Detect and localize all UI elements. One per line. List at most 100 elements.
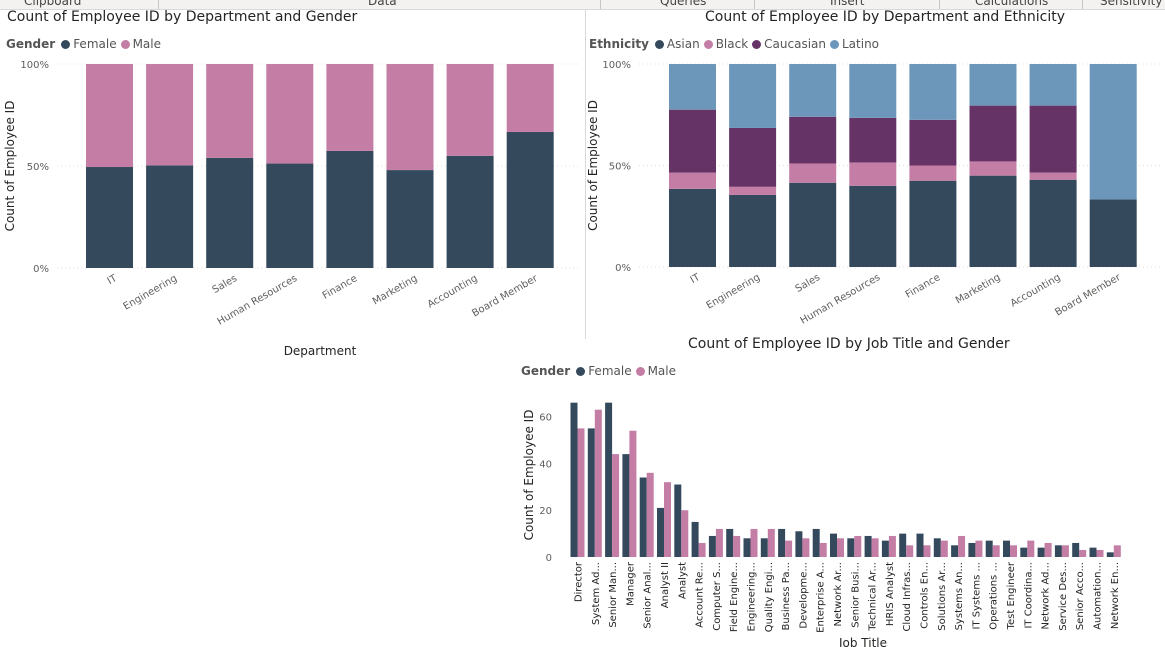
bar-female-senior-anal[interactable] <box>639 477 647 558</box>
legend-item-female[interactable]: Female <box>576 364 632 378</box>
bar-female-board-member[interactable] <box>506 131 554 268</box>
bar-male-system-ad[interactable] <box>594 409 602 557</box>
bar-female-it[interactable] <box>86 167 133 268</box>
bar-caucasian-human-resources[interactable] <box>849 117 897 163</box>
ribbon-group-calculations[interactable]: Calculations <box>975 0 1049 8</box>
bar-male-enterprise-a[interactable] <box>819 542 827 557</box>
bar-black-marketing[interactable] <box>969 161 1017 176</box>
bar-female-it-coordina[interactable] <box>1020 547 1028 557</box>
ribbon-group-insert[interactable]: Insert <box>830 0 865 8</box>
bar-female-it-systems[interactable] <box>968 542 976 557</box>
bar-black-it[interactable] <box>669 172 716 189</box>
bar-male-human-resources[interactable] <box>266 64 314 164</box>
bar-male-computer-s[interactable] <box>715 528 723 557</box>
bar-male-it-systems[interactable] <box>975 540 983 557</box>
bar-female-network-ad[interactable] <box>1037 547 1045 557</box>
bar-asian-engineering[interactable] <box>729 194 777 267</box>
chart-department-ethnicity[interactable]: Count of Employee ID by Department and E… <box>583 0 1165 340</box>
bar-male-finance[interactable] <box>326 64 374 151</box>
bar-latino-accounting[interactable] <box>1029 64 1077 106</box>
bar-female-automation[interactable] <box>1089 547 1097 557</box>
bar-male-senior-busi[interactable] <box>854 535 862 557</box>
bar-female-operations[interactable] <box>985 540 993 557</box>
bar-asian-board-member[interactable] <box>1089 199 1137 267</box>
chart-department-gender[interactable]: Count of Employee ID by Department and G… <box>0 0 585 360</box>
bar-female-network-en[interactable] <box>1106 552 1114 557</box>
bar-male-analyst-ii[interactable] <box>664 482 671 557</box>
ribbon-group-data[interactable]: Data <box>368 0 397 8</box>
bar-caucasian-engineering[interactable] <box>729 127 777 187</box>
chart-jobtitle-gender[interactable]: Count of Employee ID by Job Title and Ge… <box>515 330 1165 647</box>
bar-latino-sales[interactable] <box>789 64 837 117</box>
bar-male-controls-en[interactable] <box>923 545 931 557</box>
bar-latino-engineering[interactable] <box>729 64 777 128</box>
bar-male-analyst[interactable] <box>681 510 689 557</box>
bar-black-engineering[interactable] <box>729 186 777 195</box>
bar-female-analyst[interactable] <box>674 484 682 557</box>
bar-female-service-des[interactable] <box>1054 545 1062 557</box>
bar-female-engineering[interactable] <box>146 165 194 268</box>
bar-caucasian-it[interactable] <box>669 109 716 173</box>
bar-female-director[interactable] <box>570 402 578 557</box>
bar-male-technical-ar[interactable] <box>871 538 879 557</box>
bar-female-analyst-ii[interactable] <box>657 507 664 557</box>
bar-male-quality-engi[interactable] <box>767 528 775 557</box>
bar-male-account-re[interactable] <box>698 542 706 557</box>
bar-male-it[interactable] <box>86 64 133 168</box>
bar-male-field-engine[interactable] <box>733 535 741 557</box>
bar-female-hris-analyst[interactable] <box>881 540 889 557</box>
bar-male-network-ar[interactable] <box>837 538 844 557</box>
bar-male-engineering[interactable] <box>146 64 194 166</box>
bar-caucasian-sales[interactable] <box>789 116 837 164</box>
legend-item-latino[interactable]: Latino <box>830 37 879 51</box>
bar-black-finance[interactable] <box>909 165 957 181</box>
bar-male-automation[interactable] <box>1096 549 1104 557</box>
legend-item-male[interactable]: Male <box>120 37 161 51</box>
bar-female-account-re[interactable] <box>691 521 699 557</box>
bar-female-field-engine[interactable] <box>726 528 734 557</box>
bar-female-test-engineer[interactable] <box>1003 540 1010 557</box>
ribbon-group-sensitivity[interactable]: Sensitivity <box>1100 0 1163 8</box>
bar-caucasian-finance[interactable] <box>909 119 957 166</box>
bar-latino-human-resources[interactable] <box>849 64 897 118</box>
bar-female-manager[interactable] <box>622 454 630 557</box>
bar-latino-marketing[interactable] <box>969 64 1017 106</box>
bar-asian-finance[interactable] <box>909 180 957 267</box>
bar-caucasian-accounting[interactable] <box>1029 105 1077 173</box>
bar-female-sales[interactable] <box>206 157 254 268</box>
bar-female-network-ar[interactable] <box>830 533 837 557</box>
bar-male-solutions-ar[interactable] <box>940 540 948 557</box>
bar-female-system-ad[interactable] <box>587 428 595 557</box>
bar-latino-finance[interactable] <box>909 64 957 120</box>
bar-asian-marketing[interactable] <box>969 175 1017 267</box>
bar-asian-it[interactable] <box>669 188 716 267</box>
bar-male-marketing[interactable] <box>386 64 434 171</box>
bar-asian-human-resources[interactable] <box>849 185 897 267</box>
bar-male-senior-man[interactable] <box>612 454 620 557</box>
bar-female-computer-s[interactable] <box>708 535 716 557</box>
legend-item-asian[interactable]: Asian <box>654 37 700 51</box>
bar-male-senior-acco[interactable] <box>1079 549 1087 557</box>
legend-item-black[interactable]: Black <box>703 37 748 51</box>
bar-female-technical-ar[interactable] <box>864 535 872 557</box>
bar-female-marketing[interactable] <box>386 170 434 268</box>
bar-male-cloud-infras[interactable] <box>906 545 914 557</box>
bar-male-director[interactable] <box>577 428 585 557</box>
bar-male-service-des[interactable] <box>1061 545 1069 557</box>
ribbon-group-clipboard[interactable]: Clipboard <box>24 0 82 8</box>
bar-black-human-resources[interactable] <box>849 162 897 186</box>
bar-male-engineering[interactable] <box>750 528 758 557</box>
bar-black-sales[interactable] <box>789 163 837 183</box>
legend-item-female[interactable]: Female <box>61 37 117 51</box>
bar-female-senior-man[interactable] <box>605 402 613 557</box>
bar-female-senior-acco[interactable] <box>1072 542 1080 557</box>
bar-female-developme[interactable] <box>795 531 803 557</box>
bar-male-systems-an[interactable] <box>958 535 966 557</box>
bar-male-network-ad[interactable] <box>1044 542 1052 557</box>
bar-male-operations[interactable] <box>992 545 1000 557</box>
bar-male-manager[interactable] <box>629 430 637 557</box>
legend-item-caucasian[interactable]: Caucasian <box>752 37 826 51</box>
bar-caucasian-marketing[interactable] <box>969 105 1017 162</box>
bar-male-board-member[interactable] <box>506 64 554 132</box>
bar-female-quality-engi[interactable] <box>760 538 768 557</box>
